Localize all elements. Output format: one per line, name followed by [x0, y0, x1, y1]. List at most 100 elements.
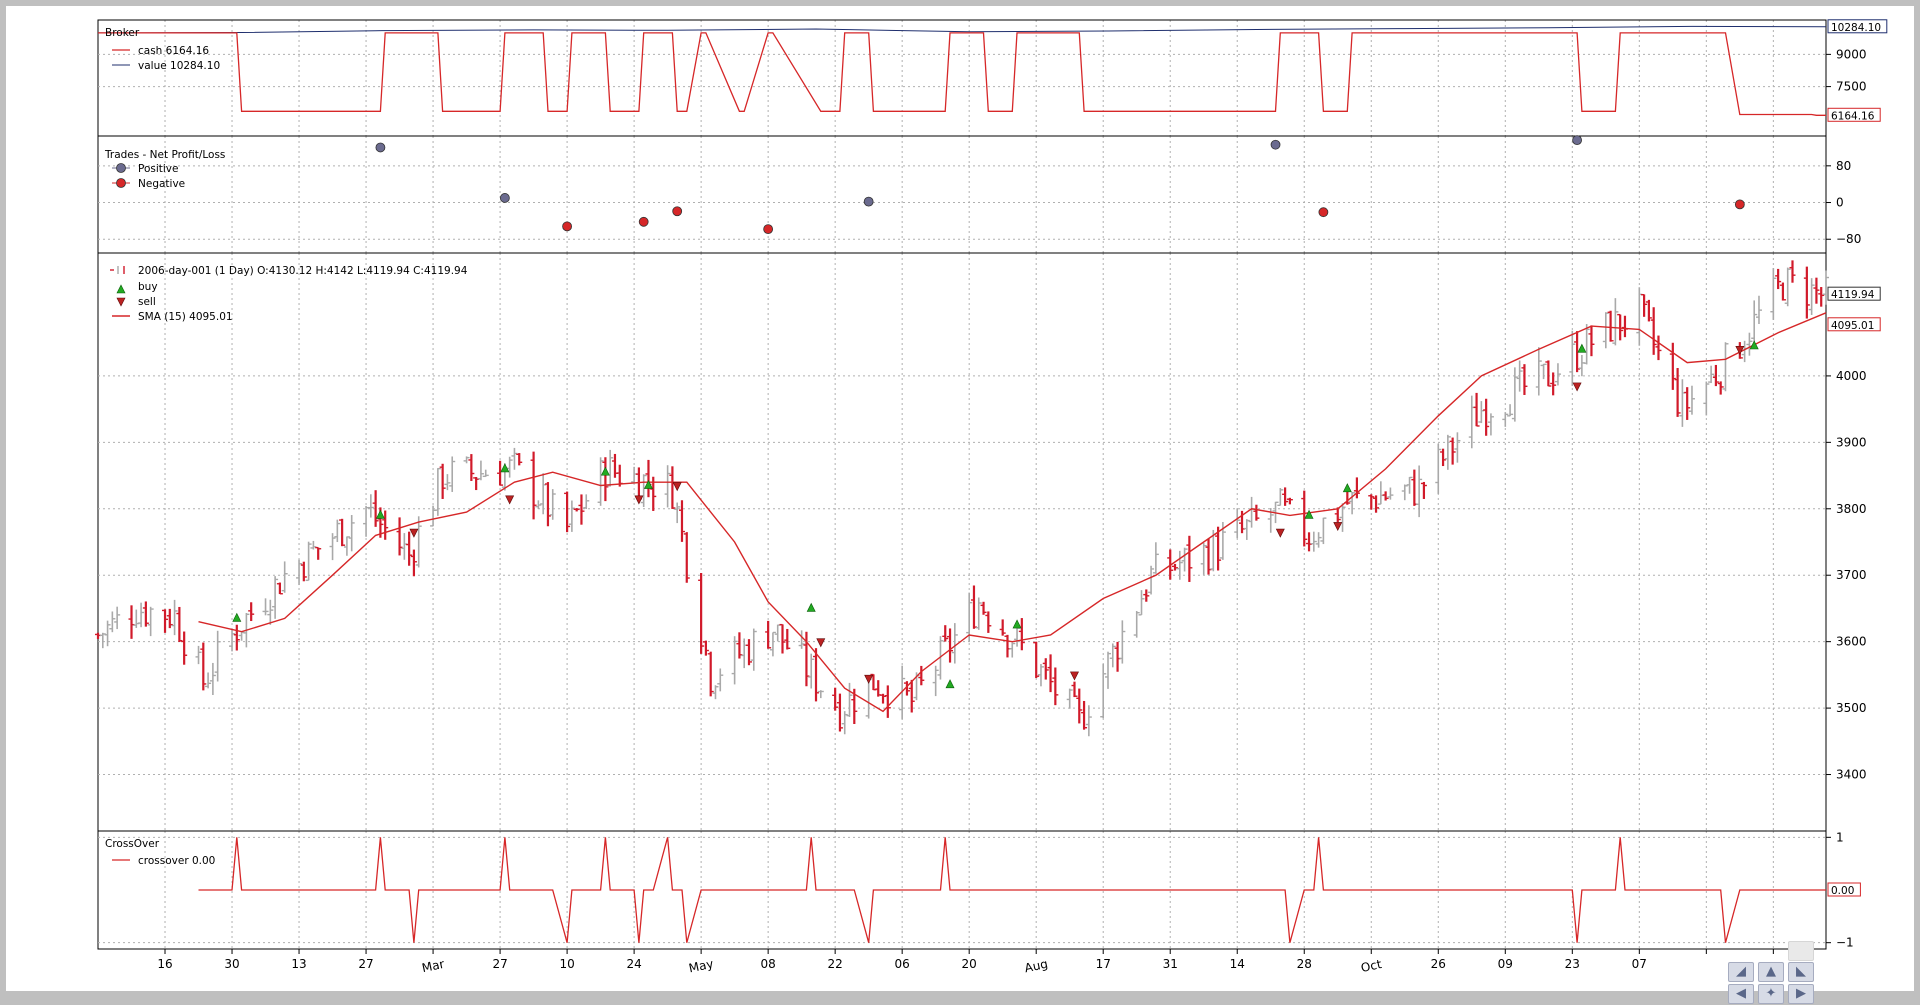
- buy-marker: [232, 612, 242, 622]
- crossover-title: CrossOver: [105, 838, 160, 850]
- trade-point-positive: [1572, 135, 1582, 146]
- price-y-tick-label: 4000: [1836, 369, 1867, 383]
- buy-marker: [1012, 619, 1022, 629]
- sell-marker: [505, 495, 515, 505]
- broker-y-tick-label: 7500: [1836, 80, 1867, 94]
- buy-marker: [806, 602, 816, 612]
- sell-marker: [672, 482, 682, 492]
- x-tick-label: Oct: [1360, 957, 1383, 975]
- crossover-y-tick-label: −1: [1836, 936, 1854, 950]
- x-tick-label: May: [688, 957, 715, 976]
- sell-marker: [864, 674, 874, 684]
- crossover-last-label: 0.00: [1831, 885, 1854, 897]
- x-tick-label: 30: [224, 957, 239, 971]
- price-last-label-box: [1827, 286, 1881, 301]
- crossover-y-tick-label: 1: [1836, 830, 1844, 844]
- x-tick-label: 17: [1096, 957, 1111, 971]
- x-tick-label: 14: [1230, 957, 1245, 971]
- arrow-forward-icon[interactable]: ◣: [1788, 962, 1814, 982]
- x-tick-label: 27: [358, 957, 373, 971]
- sell-marker: [1735, 346, 1745, 356]
- buy-marker: [643, 479, 653, 489]
- trade-point-negative: [672, 206, 683, 217]
- broker-cash-line: [98, 32, 1826, 116]
- trades-legend-positive-swatch: [116, 163, 126, 173]
- price-legend-buy-swatch: [116, 284, 126, 294]
- x-tick-label: 31: [1163, 957, 1178, 971]
- sell-marker: [1572, 382, 1582, 392]
- sma-last-label: 4095.01: [1831, 320, 1874, 332]
- buy-marker: [600, 466, 610, 476]
- price-legend-buy: buy: [138, 281, 158, 293]
- buy-marker: [375, 509, 385, 519]
- broker-value-line: [97, 25, 1827, 34]
- trade-point-positive: [1270, 139, 1281, 150]
- chart-canvas: 7500 9000 80 0 −80 3400 3500 3600 3700 3800 3900 40…: [95, 19, 1888, 976]
- price-legend-sell: sell: [138, 296, 156, 308]
- sell-marker: [1275, 528, 1285, 538]
- crossover-line: [198, 837, 1826, 943]
- x-tick-label: 20: [962, 957, 977, 971]
- broker-frame: [97, 19, 1827, 137]
- x-tick-label: 07: [1632, 957, 1647, 971]
- trade-point-negative: [638, 216, 649, 227]
- trades-y-tick-label: 0: [1836, 196, 1844, 210]
- x-tick-label: 26: [1431, 957, 1446, 971]
- x-tick-label: 23: [1565, 957, 1580, 971]
- trade-point-negative: [763, 224, 774, 235]
- crossover-last-label-box: [1827, 882, 1861, 897]
- toolbar-spare-button[interactable]: [1788, 941, 1814, 961]
- trade-point-positive: [863, 196, 874, 207]
- trade-point-negative: [1734, 199, 1745, 210]
- navigation-toolbar: ◢ ▲ ◣ ◀ ✦ ▶: [1726, 941, 1818, 1005]
- sma-last-label-box: [1827, 317, 1881, 332]
- price-y-tick-label: 3400: [1836, 768, 1867, 782]
- crossover-legend: crossover 0.00: [138, 855, 215, 867]
- home-icon[interactable]: ▲: [1758, 962, 1784, 982]
- x-tick-label: 24: [626, 957, 641, 971]
- buy-marker: [1749, 340, 1759, 350]
- buy-marker: [1304, 509, 1314, 519]
- figure: 7500 9000 80 0 −80 3400 3500 3600 3700 3800 3900 40…: [6, 6, 1914, 1004]
- trades-y-tick-label: −80: [1836, 232, 1861, 246]
- broker-cash-last-label-box: [1827, 107, 1881, 122]
- sell-marker: [816, 638, 826, 648]
- trade-point-positive: [499, 193, 510, 203]
- price-y-tick-label: 3800: [1836, 502, 1867, 516]
- price-legend-sell-swatch: [116, 297, 126, 307]
- trades-y-tick-label: 80: [1836, 159, 1851, 173]
- price-last-label: 4119.94: [1831, 289, 1875, 301]
- x-tick-label: 08: [760, 957, 775, 971]
- trades-legend-negative-swatch: [116, 178, 126, 188]
- x-tick-label: 10: [559, 957, 574, 971]
- x-tick-label: 09: [1498, 957, 1513, 971]
- arrow-back-icon[interactable]: ◢: [1728, 962, 1754, 982]
- x-tick-label: 13: [291, 957, 306, 971]
- pan-icon[interactable]: ◀: [1728, 984, 1754, 1004]
- trades-legend-negative: Negative: [138, 178, 185, 190]
- sell-marker: [1070, 671, 1079, 681]
- sma-line: [198, 312, 1827, 713]
- price-y-tick-label: 3700: [1836, 568, 1867, 582]
- x-tick-label: 22: [828, 957, 843, 971]
- x-tick-label: 06: [895, 957, 910, 971]
- trade-point-positive: [375, 142, 386, 153]
- buy-marker: [1342, 483, 1352, 493]
- x-tick-label: Aug: [1023, 957, 1049, 976]
- price-legend-sma: SMA (15) 4095.01: [138, 311, 233, 323]
- price-y-tick-label: 3500: [1836, 701, 1867, 715]
- sell-marker: [1333, 522, 1343, 532]
- price-title: 2006-day-001 (1 Day) O:4130.12 H:4142 L:…: [138, 265, 468, 277]
- sell-marker: [409, 528, 419, 538]
- price-y-tick-label: 3600: [1836, 635, 1867, 649]
- trades-frame: [97, 135, 1827, 254]
- buy-marker: [500, 463, 510, 473]
- save-icon[interactable]: ▶: [1788, 984, 1814, 1004]
- trade-point-negative: [562, 221, 572, 232]
- broker-value-last-label-box: [1827, 19, 1888, 34]
- trades-title: Trades - Net Profit/Loss: [104, 149, 225, 161]
- zoom-icon[interactable]: ✦: [1758, 984, 1784, 1004]
- x-tick-label: 28: [1297, 957, 1312, 971]
- broker-value-last-label: 10284.10: [1831, 22, 1881, 34]
- price-y-tick-label: 3900: [1836, 435, 1867, 449]
